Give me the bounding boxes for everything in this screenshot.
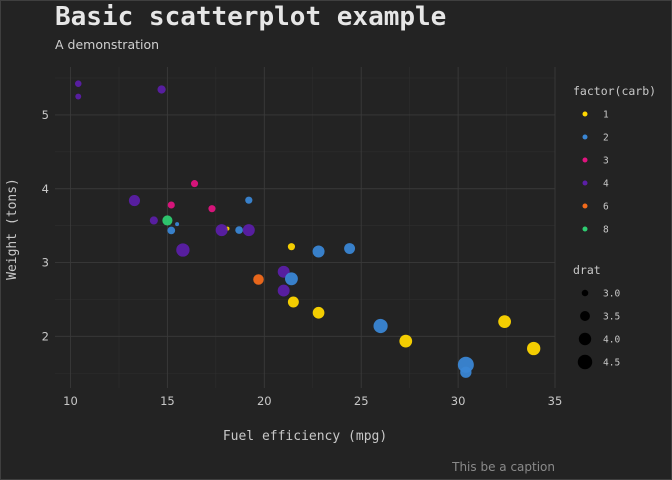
x-tick-label: 25 — [354, 394, 369, 408]
legend-color: factor(carb) 1 2 3 4 6 8 — [573, 84, 656, 236]
points-layer — [74, 80, 541, 378]
scatter-point — [498, 315, 511, 328]
legend-color-label: 1 — [603, 110, 609, 121]
scatter-point — [344, 243, 356, 254]
legend-size-key — [577, 354, 593, 370]
legend-color-key — [582, 111, 588, 117]
grid — [55, 67, 556, 388]
scatter-point — [149, 216, 158, 225]
legend-size: drat 3.0 3.5 4.0 4.5 — [573, 263, 620, 370]
scatter-point — [75, 93, 82, 100]
scatter-point — [312, 306, 325, 319]
x-tick-label: 30 — [451, 394, 466, 408]
x-axis-label: Fuel efficiency (mpg) — [223, 429, 387, 444]
x-tick-label: 10 — [63, 394, 78, 408]
chart-caption: This be a caption — [451, 460, 555, 474]
legend-color-key — [582, 157, 588, 163]
scatter-point — [399, 334, 413, 348]
y-tick-label: 4 — [42, 182, 49, 196]
x-tick-label: 35 — [548, 394, 563, 408]
legend-size-key — [578, 332, 592, 346]
scatter-point — [287, 296, 299, 308]
legend-color-label: 8 — [603, 225, 609, 236]
scatter-point — [460, 366, 472, 378]
scatter-point — [215, 224, 228, 237]
scatter-point — [176, 243, 190, 257]
x-tick-label: 15 — [160, 394, 175, 408]
scatter-point — [285, 272, 298, 286]
scatter-point — [208, 205, 216, 213]
legend-color-key — [582, 180, 588, 186]
legend-size-label: 3.5 — [603, 312, 620, 323]
legend-color-title: factor(carb) — [573, 84, 656, 98]
scatter-point — [277, 284, 290, 297]
scatter-point — [253, 274, 264, 285]
y-tick-label: 5 — [42, 108, 49, 122]
legend-color-label: 4 — [603, 179, 609, 190]
legend-color-key — [582, 134, 588, 140]
y-tick-label: 2 — [42, 329, 49, 343]
scatter-point — [175, 222, 180, 227]
y-tick-label: 3 — [42, 256, 49, 270]
legend-color-key — [582, 226, 588, 232]
legend-size-label: 4.5 — [603, 358, 620, 369]
scatter-point — [162, 215, 173, 226]
scatter-point — [74, 80, 82, 87]
x-axis-ticks: 10 15 20 25 30 35 — [63, 394, 562, 408]
scatter-point — [190, 180, 199, 188]
chart-subtitle: A demonstration — [55, 37, 159, 52]
scatter-point — [373, 318, 388, 334]
scatter-point — [242, 224, 255, 237]
legend-color-label: 2 — [603, 133, 609, 144]
y-axis-label: Weight (tons) — [5, 178, 20, 280]
scatter-point — [245, 196, 253, 204]
x-tick-label: 20 — [257, 394, 272, 408]
chart-title: Basic scatterplot example — [55, 2, 446, 32]
legend-size-key — [580, 311, 590, 321]
scatter-point — [312, 245, 325, 258]
scatter-point — [167, 226, 176, 235]
legend-color-label: 6 — [603, 202, 609, 213]
scatter-point — [167, 201, 175, 209]
scatter-point — [235, 226, 243, 234]
scatter-point — [128, 195, 141, 207]
legend-size-key — [581, 289, 589, 297]
scatter-point — [157, 85, 166, 94]
scatter-point — [287, 243, 296, 251]
legend-size-title: drat — [573, 263, 601, 277]
legend-size-label: 4.0 — [603, 335, 620, 346]
legend-color-label: 3 — [603, 156, 609, 167]
legend-size-label: 3.0 — [603, 289, 620, 300]
legend-color-key — [582, 203, 588, 209]
scatter-point — [527, 341, 541, 356]
y-axis-ticks: 2 3 4 5 — [42, 108, 49, 343]
